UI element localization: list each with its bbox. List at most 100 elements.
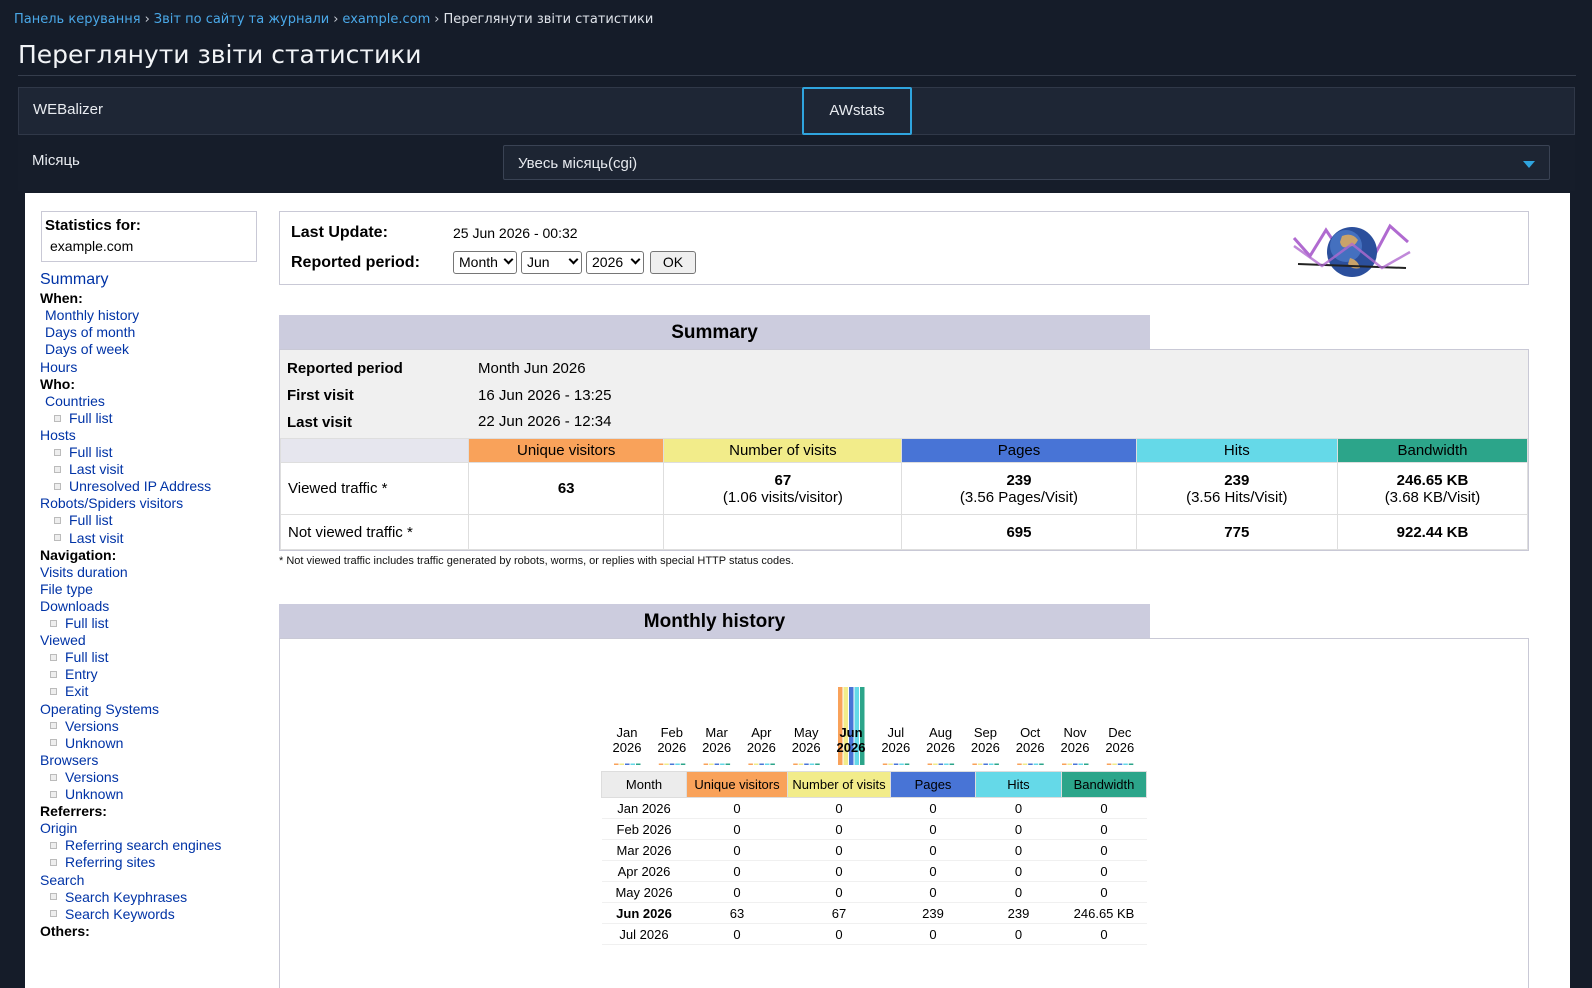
statistics-domain: example.com: [50, 238, 134, 254]
bullet-icon: [50, 671, 57, 679]
summary-box: Reported period Month Jun 2026 First vis…: [279, 349, 1529, 551]
menu-link-versions[interactable]: Versions: [50, 718, 119, 735]
chart-bar-unique-visitors: [882, 763, 888, 765]
summary-col-bandwidth: Bandwidth: [1337, 438, 1528, 463]
mh-cell-value: 0: [686, 881, 788, 903]
breadcrumb-separator: ›: [434, 12, 440, 27]
breadcrumb-domain[interactable]: example.com: [342, 12, 431, 27]
menu-link-search-keywords[interactable]: Search Keywords: [50, 906, 175, 923]
menu-link-versions[interactable]: Versions: [50, 769, 119, 786]
menu-link-label: Robots/Spiders visitors: [40, 495, 184, 512]
menu-link-full-list[interactable]: Full list: [54, 410, 113, 427]
period-type-select[interactable]: Month: [453, 251, 517, 274]
mh-cell-value: 0: [890, 797, 976, 819]
menu-link-last-visit[interactable]: Last visit: [54, 530, 123, 547]
chart-bar-number-of-visits: [888, 763, 893, 765]
summary-table: Unique visitors Number of visits Pages H…: [280, 438, 1528, 550]
chart-bar-number-of-visits: [753, 763, 759, 765]
not-viewed-unique-visitors: [467, 514, 665, 550]
ok-button[interactable]: OK: [650, 251, 696, 274]
period-year-select[interactable]: 2026: [586, 251, 644, 274]
summary-col-pages: Pages: [901, 438, 1137, 463]
mh-cell-month: Feb 2026: [601, 818, 687, 840]
summary-last-visit-label: Last visit: [287, 414, 353, 431]
bullet-icon: [50, 790, 57, 798]
breadcrumb-control-panel[interactable]: Панель керування: [14, 12, 141, 27]
period-month-select[interactable]: Jun: [521, 251, 582, 274]
chart-bar-hits: [1123, 763, 1128, 765]
menu-link-countries[interactable]: Countries: [45, 393, 105, 410]
menu-link-unknown[interactable]: Unknown: [50, 735, 123, 752]
chart-bar-pages: [938, 763, 944, 765]
mh-cell-value: 0: [686, 818, 788, 840]
menu-link-robots-spiders-visitors[interactable]: Robots/Spiders visitors: [40, 495, 183, 512]
menu-link-days-of-month[interactable]: Days of month: [45, 324, 135, 341]
menu-link-summary[interactable]: Summary: [40, 271, 108, 288]
menu-link-monthly-history[interactable]: Monthly history: [45, 307, 139, 324]
menu-link-days-of-week[interactable]: Days of week: [45, 341, 129, 358]
monthly-history-header: Monthly history: [279, 604, 1150, 639]
summary-col-visits: Number of visits: [663, 438, 903, 463]
tab-awstats[interactable]: AWstats: [802, 87, 912, 135]
menu-link-browsers[interactable]: Browsers: [40, 752, 98, 769]
menu-heading-others: Others:: [40, 922, 90, 939]
tab-webalizer[interactable]: WEBalizer: [33, 101, 104, 118]
mh-cell-value: 239: [890, 902, 976, 924]
menu-link-search[interactable]: Search: [40, 872, 84, 889]
month-select[interactable]: Увесь місяць(cgi): [503, 145, 1550, 180]
menu-link-unknown[interactable]: Unknown: [50, 786, 123, 803]
stats-tabs: WEBalizer AWstats: [18, 87, 1575, 135]
menu-link-origin[interactable]: Origin: [40, 820, 77, 837]
mh-cell-value: 246.65 KB: [1061, 902, 1147, 924]
menu-link-label: Full list: [65, 649, 109, 666]
statistics-for-box: Statistics for: example.com: [41, 211, 257, 262]
menu-link-file-type[interactable]: File type: [40, 581, 93, 598]
viewed-traffic-label: Viewed traffic *: [280, 462, 469, 515]
chart-bar-pages: [804, 763, 809, 765]
chart-bar-unique-visitors: [793, 763, 798, 765]
mh-table-row: Mar 2026 0 0 0 0 0: [601, 839, 1147, 861]
chart-bar-bandwidth: [994, 763, 999, 765]
menu-link-full-list[interactable]: Full list: [50, 649, 109, 666]
menu-link-full-list[interactable]: Full list: [54, 444, 113, 461]
menu-link-label: File type: [40, 580, 93, 597]
mh-cell-value: 0: [890, 860, 976, 882]
menu-link-referring-sites[interactable]: Referring sites: [50, 854, 155, 871]
chart-tick-label: Oct 2026: [1015, 725, 1045, 755]
breadcrumb-site-reports[interactable]: Звіт по сайту та журнали: [153, 12, 330, 27]
menu-link-hosts[interactable]: Hosts: [40, 427, 76, 444]
chart-bar-pages: [714, 763, 720, 765]
menu-link-full-list[interactable]: Full list: [50, 615, 109, 632]
chart-bar-bandwidth: [725, 763, 731, 765]
menu-heading-who: Who:: [40, 375, 75, 392]
chart-bar-number-of-visits: [933, 763, 938, 765]
chart-bar-unique-visitors: [1062, 763, 1067, 765]
menu-link-visits-duration[interactable]: Visits duration: [40, 564, 128, 581]
menu-link-referring-search-engines[interactable]: Referring search engines: [50, 837, 221, 854]
menu-link-label: Search: [40, 871, 85, 888]
menu-link-exit[interactable]: Exit: [50, 683, 88, 700]
menu-link-downloads[interactable]: Downloads: [40, 598, 109, 615]
menu-link-unresolved-ip-address[interactable]: Unresolved IP Address: [54, 478, 211, 495]
mh-cell-value: 0: [787, 860, 891, 882]
menu-link-label: Unresolved IP Address: [69, 478, 212, 495]
menu-link-viewed[interactable]: Viewed: [40, 632, 86, 649]
menu-link-hours[interactable]: Hours: [40, 359, 77, 376]
chart-bar-hits: [809, 763, 815, 765]
menu-link-label: Full list: [65, 615, 109, 631]
chart-bar-pages: [669, 763, 675, 765]
menu-link-operating-systems[interactable]: Operating Systems: [40, 701, 159, 718]
menu-link-search-keyphrases[interactable]: Search Keyphrases: [50, 889, 187, 906]
viewed-hits: 239 (3.56 Hits/Visit): [1135, 462, 1339, 515]
menu-link-full-list[interactable]: Full list: [54, 512, 113, 529]
chart-bar-hits: [720, 763, 725, 765]
mh-cell-value: 0: [1061, 797, 1147, 819]
chart-bar-unique-visitors: [1106, 763, 1112, 765]
menu-link-last-visit[interactable]: Last visit: [54, 461, 123, 478]
menu-link-entry[interactable]: Entry: [50, 666, 98, 683]
last-update-value: 25 Jun 2026 - 00:32: [453, 225, 578, 241]
chart-tick-label: Sep 2026: [970, 725, 1000, 755]
mh-col-hits: Hits: [975, 771, 1062, 798]
mh-cell-value: 0: [890, 923, 976, 945]
chart-tick-label: Feb 2026: [657, 725, 687, 755]
